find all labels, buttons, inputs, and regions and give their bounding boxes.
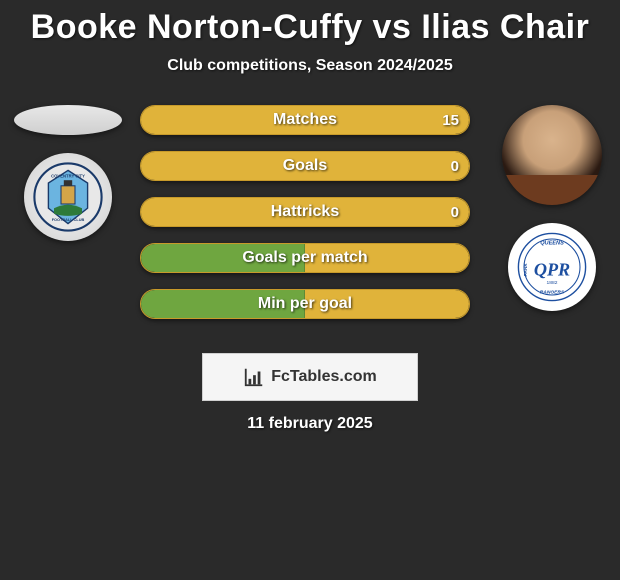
bar-value-right: 0 <box>451 198 459 226</box>
watermark-text: FcTables.com <box>271 368 377 386</box>
stat-bar-row: Matches15 <box>140 105 470 135</box>
svg-text:FOOTBALL CLUB: FOOTBALL CLUB <box>52 218 85 222</box>
right-player-photo <box>502 105 602 205</box>
left-player-photo <box>14 105 122 135</box>
stat-bar-row: Min per goal <box>140 289 470 319</box>
bar-label: Goals <box>141 152 469 180</box>
stat-bar-row: Hattricks0 <box>140 197 470 227</box>
bar-label: Matches <box>141 106 469 134</box>
svg-text:RANGERS: RANGERS <box>540 290 565 296</box>
bar-label: Min per goal <box>141 290 469 318</box>
page-subtitle: Club competitions, Season 2024/2025 <box>0 57 620 75</box>
chart-icon <box>243 366 265 388</box>
left-club-badge: COVENTRY CITY FOOTBALL CLUB <box>24 153 112 241</box>
bar-label: Goals per match <box>141 244 469 272</box>
svg-text:1882: 1882 <box>547 280 558 286</box>
right-club-badge: QUEENS RANGERS PARK QPR 1882 <box>508 223 596 311</box>
comparison-content: COVENTRY CITY FOOTBALL CLUB QUEENS RANGE… <box>0 105 620 345</box>
svg-text:PARK: PARK <box>523 263 529 277</box>
svg-text:QUEENS: QUEENS <box>540 241 564 247</box>
page-title: Booke Norton-Cuffy vs Ilias Chair <box>0 0 620 47</box>
qpr-badge-icon: QUEENS RANGERS PARK QPR 1882 <box>517 232 587 302</box>
stat-bars: Matches15Goals0Hattricks0Goals per match… <box>140 105 470 335</box>
stat-bar-row: Goals0 <box>140 151 470 181</box>
svg-text:QPR: QPR <box>534 259 570 279</box>
svg-text:COVENTRY CITY: COVENTRY CITY <box>51 173 85 178</box>
right-column: QUEENS RANGERS PARK QPR 1882 <box>492 105 612 311</box>
bar-value-right: 0 <box>451 152 459 180</box>
left-column: COVENTRY CITY FOOTBALL CLUB <box>8 105 128 241</box>
coventry-badge-icon: COVENTRY CITY FOOTBALL CLUB <box>33 162 103 232</box>
stat-bar-row: Goals per match <box>140 243 470 273</box>
date-label: 11 february 2025 <box>0 415 620 433</box>
bar-value-right: 15 <box>442 106 459 134</box>
bar-label: Hattricks <box>141 198 469 226</box>
watermark: FcTables.com <box>202 353 418 401</box>
